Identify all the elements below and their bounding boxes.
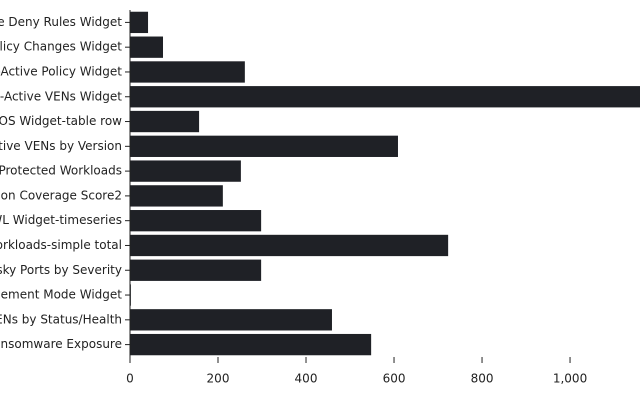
bar xyxy=(130,86,640,108)
y-tick-label: d-Active VENs Widget xyxy=(0,89,122,103)
bar xyxy=(130,36,164,58)
y-tick-label: isky Ports by Severity xyxy=(0,263,122,277)
y-tick-label: olicy Changes Widget xyxy=(0,40,122,54)
y-tick-label: -Protected Workloads xyxy=(0,164,122,178)
bar xyxy=(130,210,262,232)
bar xyxy=(130,135,398,157)
bar xyxy=(130,61,245,83)
y-tick-label: cement Mode Widget xyxy=(0,288,122,302)
y-tick-label: ve Deny Rules Widget xyxy=(0,15,122,29)
y-tick-label: d-Active Policy Widget xyxy=(0,64,122,78)
bar xyxy=(130,11,149,34)
y-tick-label: ctive VENs by Version xyxy=(0,139,122,153)
bar xyxy=(130,333,372,356)
y-tick-label: tion Coverage Score2 xyxy=(0,188,122,202)
y-tick-label: OS Widget-table row xyxy=(0,114,122,128)
y-tick-label: ansomware Exposure xyxy=(0,337,122,351)
x-tick-label: 0 xyxy=(126,372,134,386)
bar xyxy=(130,110,200,133)
y-tick-label: WL Widget-timeseries xyxy=(0,213,122,227)
bar xyxy=(130,185,223,207)
x-tick-label: 1,000 xyxy=(553,372,587,386)
x-tick-label: 600 xyxy=(383,372,406,386)
plot-area xyxy=(130,11,640,356)
x-tick-label: 400 xyxy=(295,372,318,386)
bar xyxy=(130,309,332,331)
bar xyxy=(130,160,241,182)
y-tick-label: orkloads-simple total xyxy=(0,238,122,252)
bar xyxy=(130,259,262,281)
x-tick-label: 800 xyxy=(471,372,494,386)
y-tick-label: ENs by Status/Health xyxy=(0,312,122,326)
bar xyxy=(130,234,449,257)
x-tick-label: 200 xyxy=(207,372,230,386)
